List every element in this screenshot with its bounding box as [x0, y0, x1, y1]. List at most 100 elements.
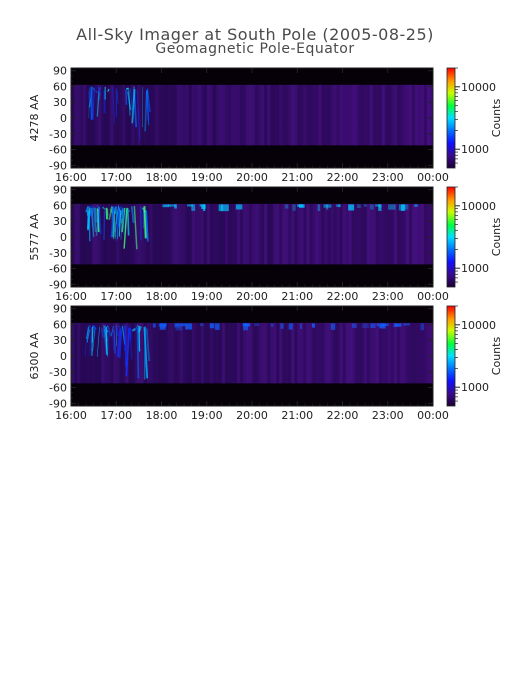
data-column [164, 84, 168, 146]
data-column [242, 203, 247, 265]
data-column [291, 203, 295, 265]
data-column [167, 322, 171, 384]
y-axis-title: 4278 AA [28, 94, 41, 141]
x-tick-label: 19:00 [191, 171, 223, 184]
data-column [89, 322, 93, 384]
colorbar-title: Counts [490, 99, 503, 138]
aurora-patch [338, 204, 341, 208]
aurora-streak [87, 90, 90, 102]
data-column [74, 203, 78, 265]
data-column [146, 322, 150, 384]
data-column [194, 203, 198, 265]
y-tick-label: 0 [60, 112, 67, 125]
aurora-patch [414, 204, 418, 207]
data-column [206, 322, 211, 384]
colorbar-tick-label: 10000 [461, 200, 496, 213]
data-column [158, 84, 162, 146]
data-column [288, 84, 292, 146]
aurora-streak [114, 206, 117, 215]
aurora-patch [378, 204, 382, 211]
aurora-patch [199, 204, 202, 207]
data-column [369, 322, 373, 384]
data-column [276, 84, 280, 146]
data-column [330, 84, 334, 146]
data-column [131, 322, 135, 384]
data-column [297, 84, 301, 146]
data-column [300, 84, 304, 146]
data-column [101, 203, 105, 265]
data-column [372, 84, 376, 146]
aurora-patch [280, 323, 284, 329]
data-column [324, 322, 328, 384]
aurora-patch [174, 323, 182, 327]
data-column [423, 322, 428, 384]
y-tick-label: -30 [49, 366, 67, 379]
data-column [429, 322, 434, 384]
data-column [261, 322, 265, 384]
aurora-patch [370, 323, 376, 329]
data-column [191, 84, 195, 146]
data-column [360, 84, 364, 146]
y-tick-label: -60 [49, 382, 67, 395]
y-tick-label: 60 [53, 318, 67, 331]
data-column [152, 84, 156, 146]
aurora-streak [91, 208, 95, 238]
colorbar-tick-label: 10000 [461, 319, 496, 332]
data-column [221, 203, 226, 265]
data-column [420, 84, 425, 146]
data-column [276, 322, 280, 384]
data-column [227, 203, 232, 265]
data-column [348, 84, 352, 146]
data-column [321, 203, 325, 265]
data-column [77, 84, 81, 146]
data-column [83, 84, 87, 146]
aurora-streak [92, 87, 95, 120]
data-column [300, 322, 304, 384]
data-column [77, 322, 81, 384]
data-column [89, 203, 93, 265]
data-column [134, 322, 138, 384]
data-column [239, 322, 244, 384]
aurora-streak [96, 90, 100, 117]
x-tick-label: 16:00 [55, 171, 87, 184]
aurora-patch [375, 204, 380, 207]
data-column [357, 322, 361, 384]
aurora-streak [118, 206, 122, 210]
data-column [426, 203, 431, 265]
data-column [312, 203, 316, 265]
data-column [236, 84, 241, 146]
data-column [188, 84, 192, 146]
x-tick-label: 23:00 [372, 290, 404, 303]
data-column [414, 322, 419, 384]
aurora-streak [95, 90, 98, 93]
aurora-streak [113, 208, 117, 238]
y-tick-label: 90 [53, 65, 67, 78]
aurora-patch [393, 323, 400, 327]
aurora-streak [107, 88, 110, 92]
data-column [233, 84, 238, 146]
data-column [303, 203, 307, 265]
data-column [372, 322, 376, 384]
aurora-patch [191, 204, 196, 211]
data-column [354, 322, 358, 384]
data-column [261, 203, 265, 265]
data-column [282, 203, 286, 265]
data-column [176, 84, 180, 146]
data-column [297, 322, 301, 384]
data-column [360, 322, 364, 384]
data-column [173, 84, 177, 146]
data-column [173, 322, 177, 384]
aurora-patch [363, 204, 367, 207]
data-column [80, 322, 84, 384]
data-column [212, 203, 217, 265]
aurora-streak [136, 324, 139, 328]
data-column [393, 322, 398, 384]
y-tick-label: 60 [53, 199, 67, 212]
data-column [366, 322, 370, 384]
data-column [384, 84, 389, 146]
y-tick-label: -90 [49, 159, 67, 172]
aurora-patch [357, 204, 361, 208]
data-column [408, 322, 413, 384]
data-column [297, 203, 301, 265]
data-column [375, 322, 379, 384]
